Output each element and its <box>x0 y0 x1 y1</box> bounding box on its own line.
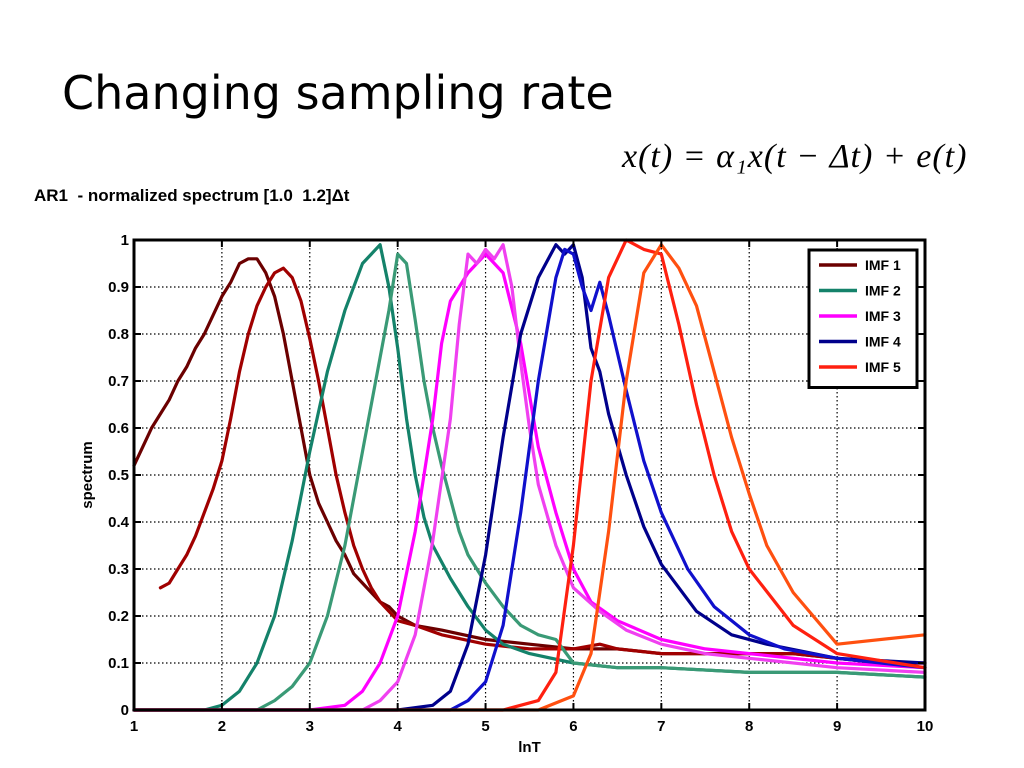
y-tick-label: 0.4 <box>108 514 130 531</box>
y-tick-label: 0.8 <box>108 326 129 343</box>
y-tick-label: 0 <box>121 702 129 719</box>
y-tick-label: 0.3 <box>108 561 129 578</box>
series-line-imf-4 <box>132 243 927 712</box>
series-line-imf-5 <box>132 243 927 712</box>
y-tick-label: 0.2 <box>108 608 129 625</box>
x-tick-label: 4 <box>393 718 402 735</box>
legend: IMF 1 IMF 2 IMF 3 IMF 4 IMF 5 <box>807 248 919 389</box>
x-tick-label: 7 <box>657 718 665 735</box>
series-line-imf-1 <box>132 257 927 665</box>
series-line-imf-2 <box>132 243 927 712</box>
x-tick-label: 5 <box>481 718 489 735</box>
legend-label-imf-5: IMF 5 <box>865 359 901 375</box>
y-axis-label: spectrum <box>79 441 96 509</box>
legend-label-imf-4: IMF 4 <box>865 334 901 350</box>
x-tick-label: 8 <box>745 718 753 735</box>
x-tick-label: 1 <box>130 718 138 735</box>
legend-box <box>807 248 919 389</box>
x-tick-label: 2 <box>218 718 226 735</box>
y-tick-label: 0.6 <box>108 420 129 437</box>
chart-subtitle: AR1 - normalized spectrum [1.0 1.2]Δt <box>34 186 350 205</box>
y-tick-label: 0.7 <box>108 373 129 390</box>
y-tick-label: 0.1 <box>108 655 129 672</box>
tick-layer: 1 2 3 4 5 6 7 8 9 10 0 0.1 0.2 0.3 0.4 0.5 0.6 0.7 0.8 0.9 1 <box>108 232 933 735</box>
x-tick-label: 9 <box>833 718 841 735</box>
x-tick-label: 3 <box>306 718 314 735</box>
series-line-imf-3 <box>132 252 927 712</box>
series-line-imf-3 <box>132 243 927 712</box>
slide-title: Changing sampling rate <box>62 66 614 120</box>
series-layer <box>132 238 927 712</box>
x-tick-label: 6 <box>569 718 577 735</box>
series-line-imf-4 <box>132 247 927 712</box>
y-tick-label: 0.5 <box>108 467 129 484</box>
x-axis-label: lnT <box>518 739 541 756</box>
legend-label-imf-2: IMF 2 <box>865 283 901 299</box>
y-tick-label: 0.9 <box>108 279 129 296</box>
ar1-formula: x(t) = α₁x(t − Δt) + e(t) <box>622 138 968 175</box>
x-tick-label: 10 <box>917 718 934 735</box>
series-line-imf-5 <box>132 238 927 712</box>
legend-label-imf-3: IMF 3 <box>865 308 901 324</box>
legend-label-imf-1: IMF 1 <box>865 257 901 273</box>
y-tick-label: 1 <box>121 232 129 249</box>
series-line-imf-1 <box>158 266 927 665</box>
